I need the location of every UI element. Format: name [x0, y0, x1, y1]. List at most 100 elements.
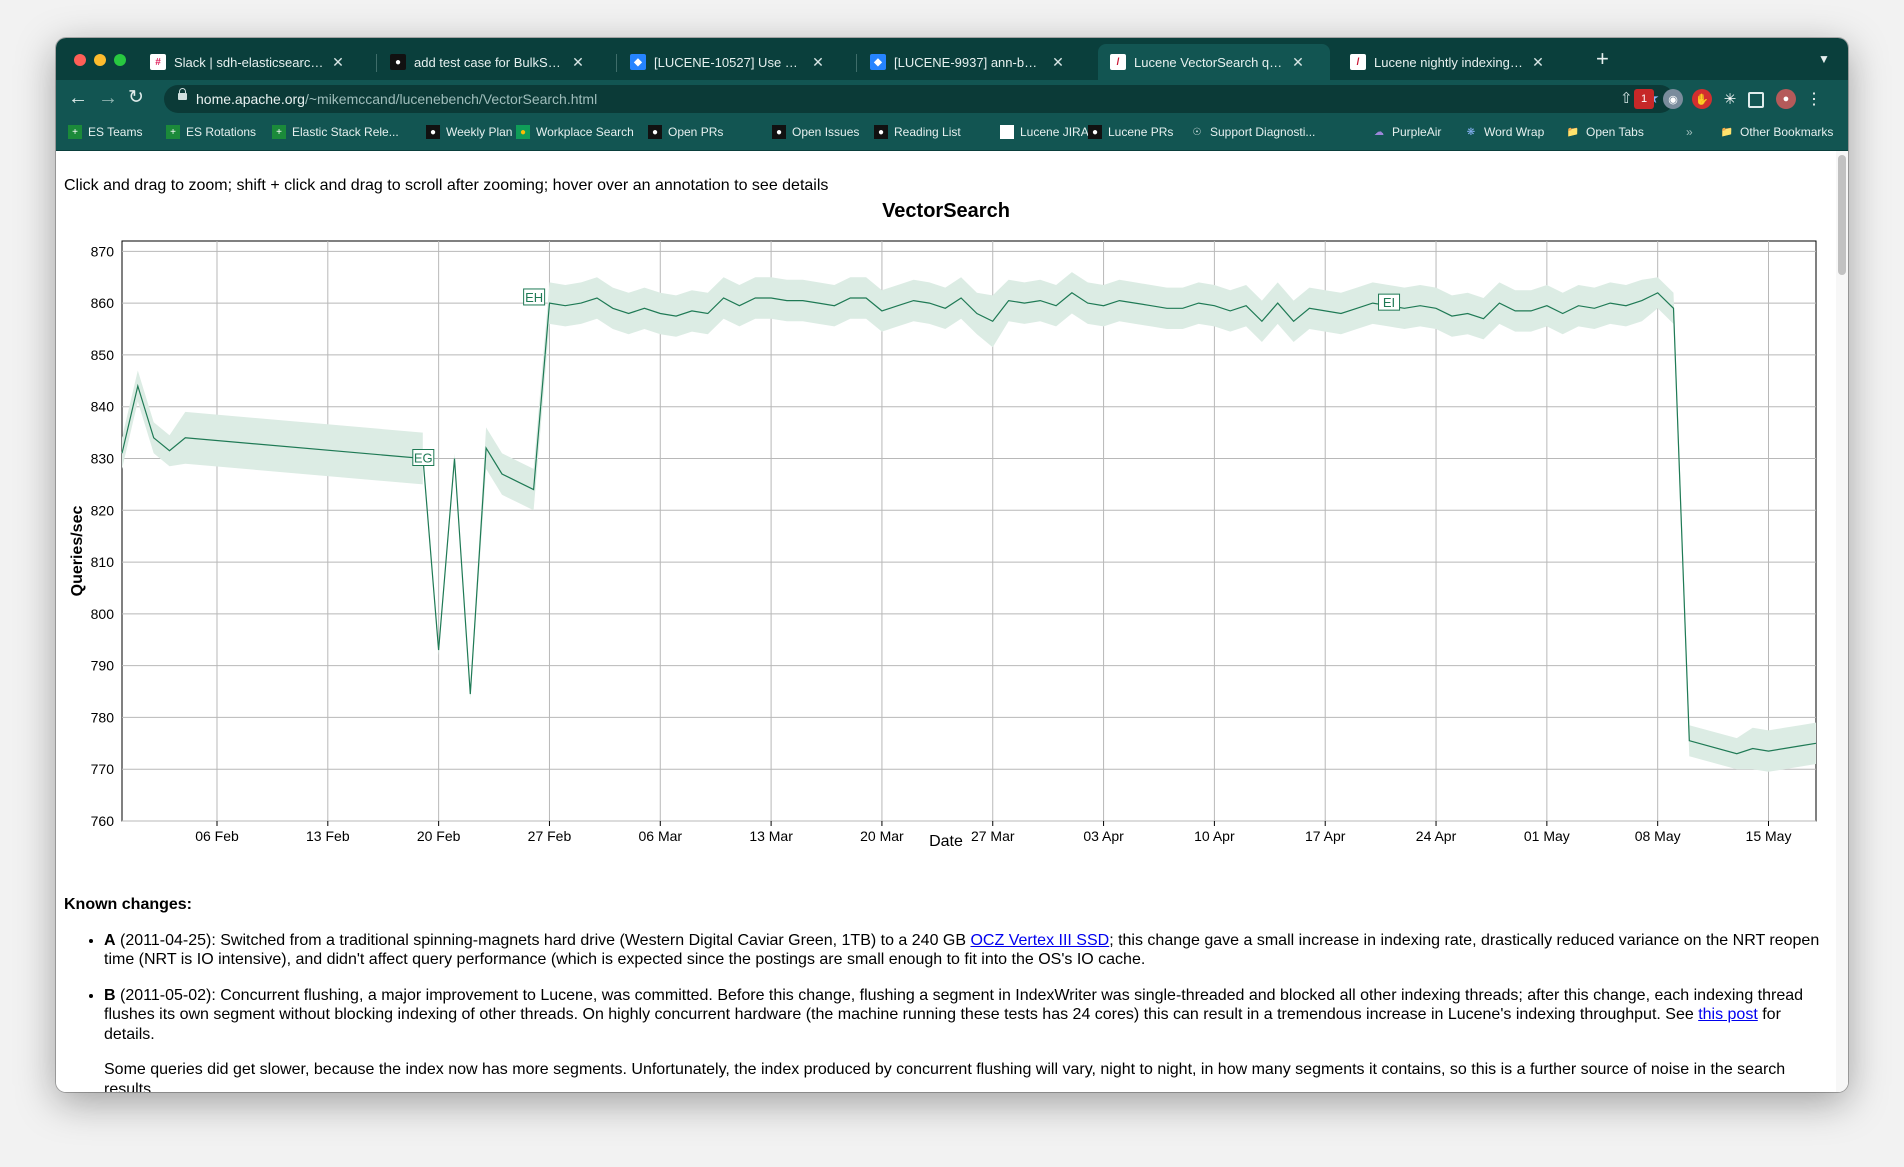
new-tab-button[interactable]: +	[1596, 46, 1609, 71]
bookmark-9[interactable]: Lucene JIRA	[1000, 125, 1089, 139]
diagnostic-icon: ☉	[1192, 126, 1202, 138]
other-bookmarks[interactable]: 📁 Other Bookmarks	[1720, 125, 1834, 139]
vectorsearch-chart[interactable]: EG EH EI 760 770 780 790 800 810 820 830 840 850 860…	[56, 195, 1848, 855]
y-tick-label: 820	[91, 502, 115, 518]
stop-extension-icon[interactable]: ✋	[1692, 89, 1712, 109]
bookmark-label: Support Diagnosti...	[1210, 125, 1316, 139]
minimize-window-button[interactable]	[94, 54, 106, 66]
tab-1[interactable]: # Slack | sdh-elasticsearch | Elastic ✕	[138, 44, 370, 80]
bookmark-label: Lucene JIRA	[1020, 125, 1089, 139]
github-icon: ●	[874, 125, 888, 139]
close-tab-icon[interactable]: ✕	[812, 53, 824, 70]
tab-separator	[856, 54, 857, 72]
share-icon[interactable]: ⇧	[1620, 90, 1633, 107]
close-tab-icon[interactable]: ✕	[1052, 53, 1064, 70]
bookmark-6[interactable]: ● Open PRs	[648, 125, 723, 139]
y-tick-label: 760	[91, 813, 115, 829]
page-icon	[1000, 125, 1014, 139]
x-tick-label: 27 Feb	[528, 828, 572, 844]
reload-button[interactable]: ↻	[128, 87, 144, 108]
tab-bar: # Slack | sdh-elasticsearch | Elastic ✕ ● ad…	[56, 38, 1848, 80]
folder-icon: 📁	[1720, 126, 1734, 138]
annotation-label: EI	[1383, 295, 1395, 310]
x-tick-label: 01 May	[1524, 828, 1570, 844]
y-tick-label: 780	[91, 709, 115, 725]
github-icon: ●	[426, 125, 440, 139]
tab-3[interactable]: ◆ [LUCENE-10527] Use bigger maxConn ✕	[618, 44, 850, 80]
change-a: A (2011-04-25): Switched from a traditio…	[104, 931, 1824, 970]
y-tick-label: 870	[91, 243, 115, 259]
close-window-button[interactable]	[74, 54, 86, 66]
calendar-extension-icon[interactable]: 1	[1634, 89, 1654, 109]
bookmark-1[interactable]: + ES Teams	[68, 125, 142, 139]
close-tab-icon[interactable]: ✕	[332, 53, 344, 70]
close-tab-icon[interactable]: ✕	[572, 53, 584, 70]
browser-menu-icon[interactable]: ⋮	[1806, 91, 1822, 108]
github-icon: ●	[648, 125, 662, 139]
bookmark-4[interactable]: ● Weekly Plan	[426, 125, 512, 139]
tab-search-chevron-icon[interactable]: ▼	[1818, 52, 1830, 66]
tab-4[interactable]: ◆ [LUCENE-9937] ann-benchmarks ✕	[858, 44, 1090, 80]
lock-icon[interactable]	[178, 88, 187, 100]
close-tab-icon[interactable]: ✕	[1532, 53, 1544, 70]
chart-annotations: EG EH EI	[412, 288, 1401, 466]
scrollbar[interactable]	[1836, 151, 1848, 1092]
close-tab-icon[interactable]: ✕	[1292, 53, 1304, 70]
ssd-link[interactable]: OCZ Vertex III SSD	[970, 931, 1110, 949]
tab-6[interactable]: / Lucene nightly indexing benchmarks ✕	[1338, 44, 1570, 80]
zoom-window-button[interactable]	[114, 54, 126, 66]
bookmark-13[interactable]: ❋ Word Wrap	[1464, 125, 1544, 139]
change-b-paragraph: Some queries did get slower, because the…	[104, 1061, 1786, 1092]
change-b-key: B	[104, 986, 116, 1004]
x-tick-label: 17 Apr	[1305, 828, 1346, 844]
annotation-eg[interactable]: EG	[412, 449, 435, 466]
tab-5[interactable]: / Lucene VectorSearch queries/sec ✕	[1098, 44, 1330, 80]
x-tick-label: 20 Feb	[417, 828, 461, 844]
change-b-text-2: for details.	[104, 1006, 1781, 1043]
side-panel-icon[interactable]	[1748, 92, 1764, 108]
bookmark-14[interactable]: 📁 Open Tabs	[1566, 125, 1644, 139]
puzzle-extensions-icon[interactable]: ✳	[1723, 91, 1737, 108]
browser-toolbar: ← → ↻ home.apache.org/~mikemccand/lucene…	[56, 80, 1848, 118]
bookmarks-overflow-icon[interactable]: »	[1686, 125, 1693, 139]
tab-separator	[376, 54, 377, 72]
this-post-link[interactable]: this post	[1698, 1006, 1758, 1023]
x-tick-label: 20 Mar	[860, 828, 904, 844]
y-tick-label: 850	[91, 347, 115, 363]
scrollbar-thumb[interactable]	[1838, 155, 1846, 275]
bookmark-7[interactable]: ● Open Issues	[772, 125, 859, 139]
bookmark-12[interactable]: ☁ PurpleAir	[1372, 125, 1441, 139]
folder-icon: 📁	[1566, 126, 1580, 138]
tab-title: Lucene nightly indexing benchmarks	[1374, 54, 1524, 70]
bookmark-5[interactable]: ● Workplace Search	[516, 125, 634, 139]
known-changes-heading: Known changes:	[64, 896, 193, 913]
chart-grid	[121, 240, 1817, 826]
jira-icon: ◆	[870, 54, 886, 70]
bookmark-11[interactable]: ☉ Support Diagnosti...	[1190, 125, 1316, 139]
forward-button[interactable]: →	[98, 87, 118, 109]
bookmark-2[interactable]: + ES Rotations	[166, 125, 256, 139]
bookmark-label: Open Tabs	[1586, 125, 1644, 139]
extension-icon[interactable]: ◉	[1663, 89, 1683, 109]
profile-avatar[interactable]: ●	[1776, 89, 1796, 109]
annotation-eh[interactable]: EH	[523, 288, 546, 306]
github-icon: ●	[1088, 125, 1102, 139]
tab-2[interactable]: ● add test case for BulkStatus.add ✕	[378, 44, 610, 80]
y-tick-label: 830	[91, 451, 115, 467]
other-bookmarks-label: Other Bookmarks	[1740, 125, 1834, 139]
tab-title: add test case for BulkStatus.add	[414, 54, 564, 70]
chart-ticks: 760 770 780 790 800 810 820 830 840 850 860 870 06 F…	[91, 243, 1792, 844]
x-tick-label: 08 May	[1635, 828, 1681, 844]
bookmark-3[interactable]: + Elastic Stack Rele...	[272, 125, 399, 139]
bookmark-label: Lucene PRs	[1108, 125, 1174, 139]
back-button[interactable]: ←	[68, 87, 88, 109]
address-bar[interactable]: home.apache.org/~mikemccand/lucenebench/…	[164, 85, 1674, 113]
url-text[interactable]: home.apache.org/~mikemccand/lucenebench/…	[196, 91, 598, 107]
bookmark-10[interactable]: ● Lucene PRs	[1088, 125, 1173, 139]
bookmark-label: PurpleAir	[1392, 125, 1442, 139]
x-tick-label: 13 Mar	[749, 828, 793, 844]
browser-window: # Slack | sdh-elasticsearch | Elastic ✕ ● ad…	[56, 38, 1848, 1092]
chart-instructions: Click and drag to zoom; shift + click an…	[64, 177, 829, 194]
annotation-ei[interactable]: EI	[1378, 293, 1401, 311]
bookmark-8[interactable]: ● Reading List	[874, 125, 961, 139]
